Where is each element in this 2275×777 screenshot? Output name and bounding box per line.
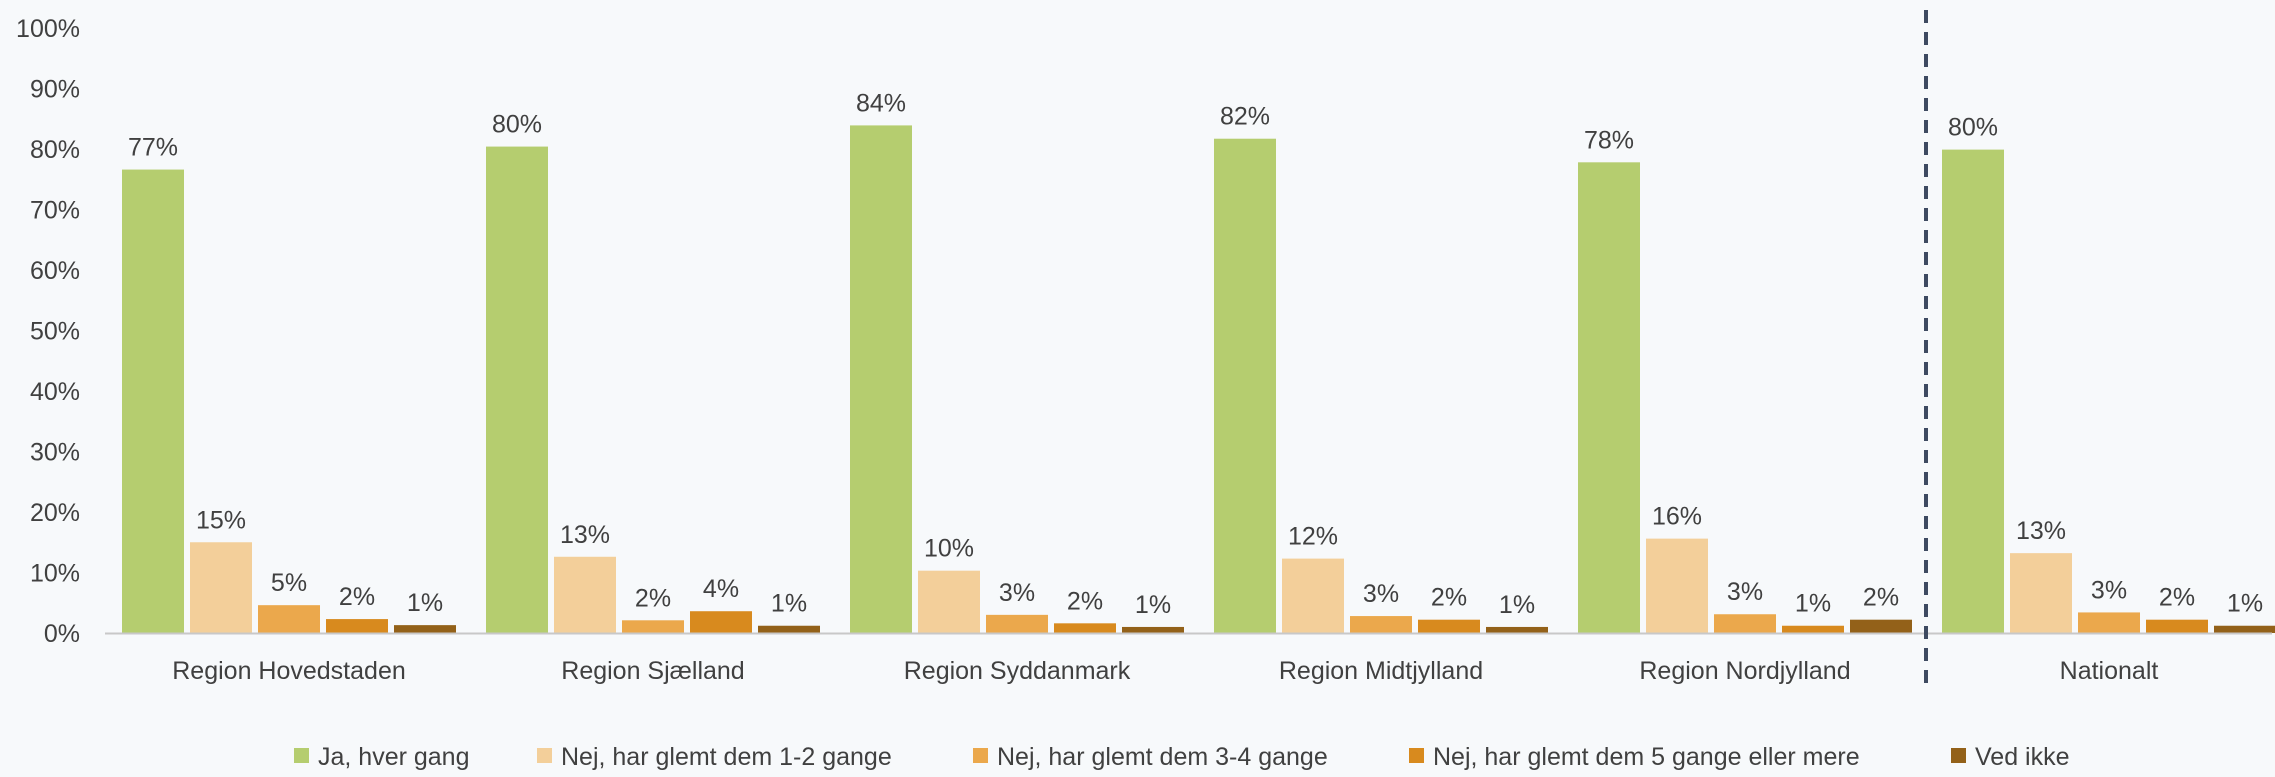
data-label: 5% <box>271 569 307 597</box>
bar <box>122 169 184 633</box>
data-label: 3% <box>2091 576 2127 604</box>
data-label: 1% <box>407 589 443 617</box>
y-axis: 0% 10% 20% 30% 40% 50% 60% 70% 80% 90% 100% <box>16 15 80 648</box>
data-label: 3% <box>1727 578 1763 606</box>
x-tick-label: Region Sjælland <box>561 657 744 685</box>
data-label: 2% <box>2159 584 2195 612</box>
y-tick-label: 10% <box>30 560 80 588</box>
y-tick-label: 30% <box>30 439 80 467</box>
y-tick-label: 20% <box>30 499 80 527</box>
y-tick-label: 100% <box>16 15 80 43</box>
legend-label: Nej, har glemt dem 5 gange eller mere <box>1433 743 1860 771</box>
bar <box>1214 138 1276 633</box>
x-tick-label: Region Nordjylland <box>1639 657 1850 685</box>
bar <box>1054 623 1116 633</box>
data-label: 13% <box>560 521 610 549</box>
y-tick-label: 80% <box>30 136 80 164</box>
bar <box>1850 619 1912 633</box>
data-label: 1% <box>771 590 807 618</box>
legend-swatch <box>1409 748 1424 763</box>
bar <box>326 619 388 633</box>
y-tick-label: 70% <box>30 197 80 225</box>
bar <box>1282 558 1344 633</box>
y-tick-label: 0% <box>44 620 80 648</box>
bar <box>1714 614 1776 633</box>
legend-swatch <box>537 748 552 763</box>
data-label: 2% <box>1067 587 1103 615</box>
x-axis: Region Hovedstaden Region Sjælland Region … <box>105 10 2272 692</box>
bar <box>1578 162 1640 633</box>
bar <box>1122 626 1184 633</box>
legend-label: Ved ikke <box>1975 743 2070 771</box>
x-tick-label: Region Syddanmark <box>904 657 1131 685</box>
data-label: 1% <box>1135 591 1171 619</box>
data-label: 78% <box>1584 126 1634 154</box>
bar <box>1350 616 1412 633</box>
data-label: 2% <box>1431 584 1467 612</box>
legend-label: Ja, hver gang <box>318 743 470 771</box>
bar <box>258 605 320 633</box>
data-label: 13% <box>2016 517 2066 545</box>
bar <box>394 625 456 633</box>
y-tick-label: 60% <box>30 257 80 285</box>
bar <box>2078 612 2140 633</box>
x-tick-label: Region Midtjylland <box>1279 657 1483 685</box>
data-label: 4% <box>703 575 739 603</box>
data-label: 1% <box>1795 590 1831 618</box>
data-label: 2% <box>1863 584 1899 612</box>
bar <box>554 556 616 633</box>
data-label: 16% <box>1652 503 1702 531</box>
x-tick-label: Region Hovedstaden <box>172 657 406 685</box>
data-label: 3% <box>1363 580 1399 608</box>
data-label: 77% <box>128 134 178 162</box>
bars: 77% 15% 5% 2% 1% 80% 13% 2% 4% 1% 84% 10% 3% 2% 1% 82% 1… <box>122 89 2275 634</box>
data-label: 12% <box>1288 523 1338 551</box>
legend-label: Nej, har glemt dem 1-2 gange <box>561 743 892 771</box>
x-tick-label: Nationalt <box>2060 657 2159 685</box>
data-label: 84% <box>856 89 906 117</box>
y-tick-label: 90% <box>30 76 80 104</box>
legend-swatch <box>973 748 988 763</box>
data-label: 1% <box>2227 590 2263 618</box>
data-label: 3% <box>999 579 1035 607</box>
bar <box>190 542 252 633</box>
bar <box>986 614 1048 633</box>
bar <box>1782 625 1844 633</box>
bar <box>1942 149 2004 634</box>
bar <box>690 611 752 633</box>
data-label: 80% <box>1948 114 1998 142</box>
bar <box>918 570 980 633</box>
bar <box>1646 538 1708 633</box>
bar <box>2214 625 2275 633</box>
data-label: 80% <box>492 111 542 139</box>
data-label: 1% <box>1499 591 1535 619</box>
bar <box>850 125 912 633</box>
bar <box>2146 619 2208 633</box>
data-label: 10% <box>924 535 974 563</box>
legend-swatch <box>1951 748 1966 763</box>
bar <box>758 625 820 633</box>
data-label: 2% <box>635 584 671 612</box>
bar <box>622 620 684 633</box>
y-tick-label: 40% <box>30 378 80 406</box>
bar <box>486 146 548 633</box>
data-label: 15% <box>196 506 246 534</box>
bar <box>1418 619 1480 633</box>
data-label: 82% <box>1220 103 1270 131</box>
data-label: 2% <box>339 583 375 611</box>
bar <box>2010 553 2072 633</box>
legend-label: Nej, har glemt dem 3-4 gange <box>997 743 1328 771</box>
y-tick-label: 50% <box>30 318 80 346</box>
legend: Ja, hver gang Nej, har glemt dem 1-2 gang… <box>294 743 2070 771</box>
bar <box>1486 626 1548 633</box>
legend-swatch <box>294 748 309 763</box>
